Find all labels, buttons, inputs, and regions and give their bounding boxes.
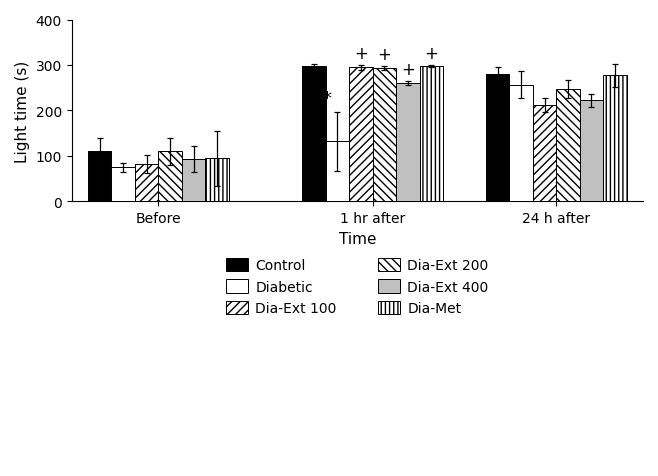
Bar <box>159 152 182 202</box>
Bar <box>182 160 205 202</box>
Bar <box>302 67 326 202</box>
Bar <box>556 90 580 202</box>
Bar <box>420 67 443 202</box>
Text: *: * <box>322 90 332 108</box>
Text: +: + <box>401 61 415 79</box>
Bar <box>509 85 533 202</box>
Text: +: + <box>424 45 438 63</box>
Y-axis label: Light time (s): Light time (s) <box>15 60 30 162</box>
Legend: Control, Diabetic, Dia-Ext 100, Dia-Ext 200, Dia-Ext 400, Dia-Met: Control, Diabetic, Dia-Ext 100, Dia-Ext … <box>222 254 493 319</box>
X-axis label: Time: Time <box>339 231 376 246</box>
Bar <box>111 168 135 202</box>
Bar <box>372 69 396 202</box>
Bar <box>135 164 159 202</box>
Bar <box>396 84 420 202</box>
Text: +: + <box>354 45 368 63</box>
Bar <box>533 106 556 202</box>
Bar <box>349 68 372 202</box>
Bar <box>88 152 111 202</box>
Text: +: + <box>378 46 392 64</box>
Bar <box>205 159 229 202</box>
Bar <box>603 76 626 202</box>
Bar <box>580 101 603 202</box>
Bar <box>486 75 509 202</box>
Bar <box>326 142 349 202</box>
